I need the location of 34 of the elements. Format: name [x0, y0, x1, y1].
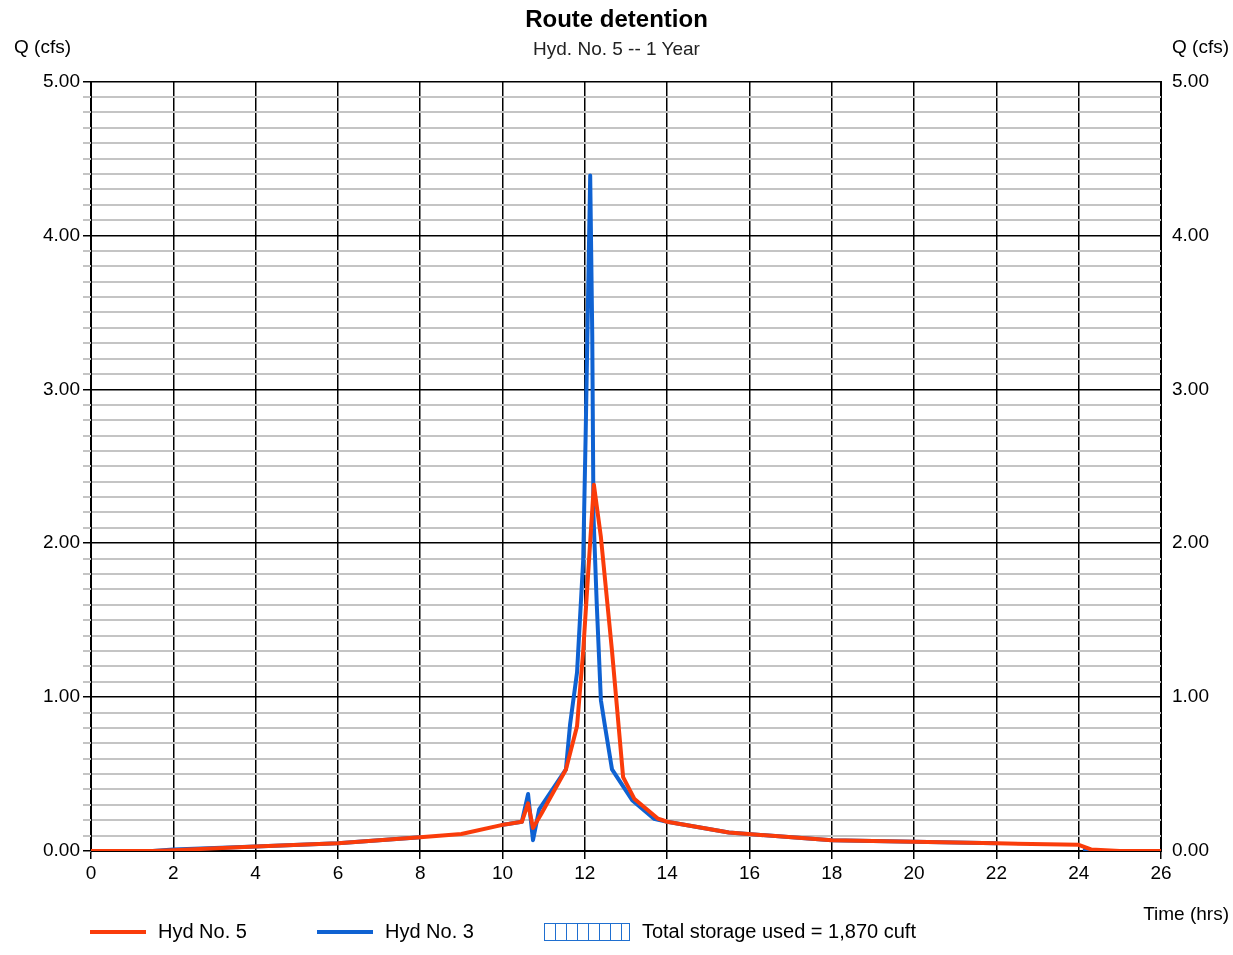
y2-tick-label: 2.00 [1172, 531, 1209, 553]
y2-tick-label: 5.00 [1172, 69, 1209, 91]
y-axis-title: Q (cfs) [14, 36, 71, 58]
y2-axis-title: Q (cfs) [1172, 36, 1229, 58]
y2-tick-label: 4.00 [1172, 223, 1209, 245]
text: Total storage used = 1,870 cuft [641, 920, 916, 943]
x-tick-label: 6 [332, 861, 344, 883]
x-tick-label: 24 [1068, 861, 1090, 883]
x-tick-label: 12 [574, 861, 596, 883]
x-tick-label: 0 [85, 861, 97, 883]
x-tick-label: 10 [491, 861, 514, 883]
legend-label: Hyd No. 3 [384, 920, 474, 943]
y2-tick-label: 1.00 [1172, 685, 1209, 707]
y2-tick-label: 3.00 [1172, 377, 1209, 399]
y-tick-label: 5.00 [43, 69, 80, 91]
chart-subtitle: Hyd. No. 5 -- 1 Year [533, 38, 701, 60]
x-tick-label: 16 [738, 861, 761, 883]
x-tick-label: 14 [656, 861, 679, 883]
x-tick-label: 4 [250, 861, 262, 883]
x-tick-label: 18 [821, 861, 843, 883]
y-tick-label: 0.00 [43, 839, 80, 861]
legend-label: Hyd No. 5 [158, 920, 247, 943]
y-tick-label: 4.00 [43, 223, 80, 245]
y-tick-label: 3.00 [43, 377, 80, 399]
x-tick-label: 8 [414, 861, 426, 883]
x-tick-label: 22 [985, 861, 1007, 883]
y-tick-label: 2.00 [43, 531, 80, 553]
y2-tick-label: 0.00 [1172, 839, 1209, 861]
chart-title: Route detention [525, 5, 708, 33]
x-tick-label: 20 [903, 861, 925, 883]
x-tick-label: 2 [168, 861, 179, 883]
x-tick-label: 26 [1150, 861, 1172, 883]
y-tick-label: 1.00 [43, 685, 80, 707]
x-axis-title: Time (hrs) [1143, 903, 1229, 925]
